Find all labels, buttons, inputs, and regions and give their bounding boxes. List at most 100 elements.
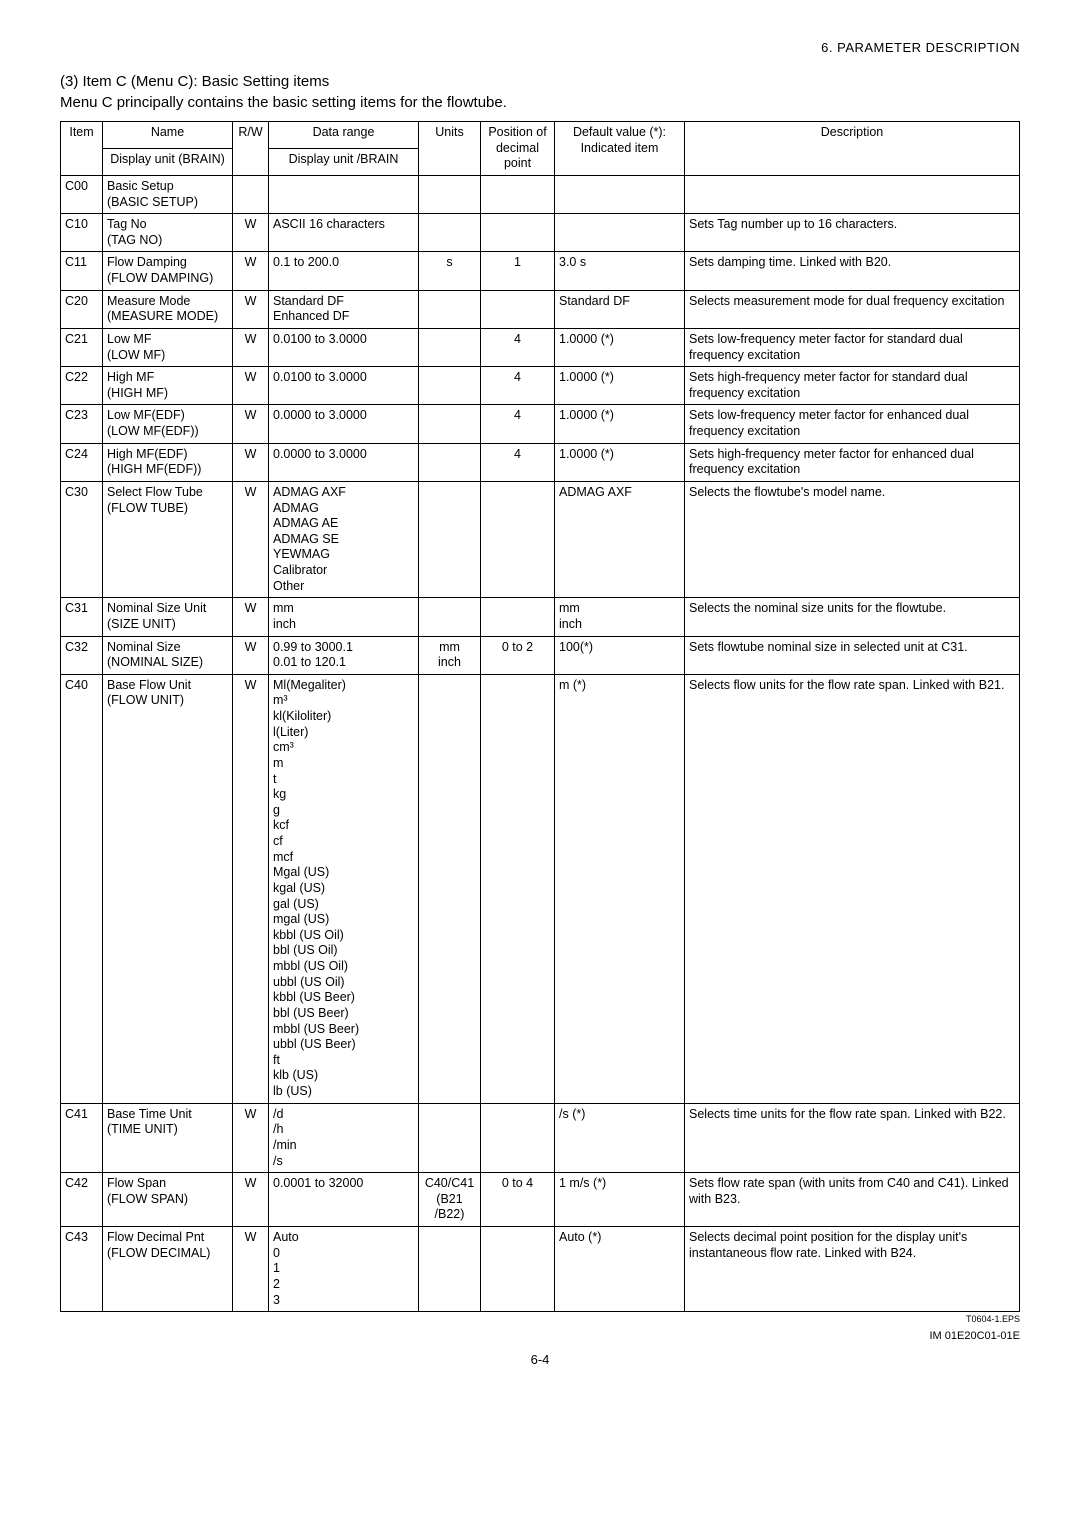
table-cell: 4 [481, 443, 555, 481]
table-cell: Selects flow units for the flow rate spa… [685, 674, 1020, 1103]
table-cell: W [233, 636, 269, 674]
table-cell: High MF (HIGH MF) [103, 367, 233, 405]
table-cell: Sets low-frequency meter factor for stan… [685, 328, 1020, 366]
table-cell: C24 [61, 443, 103, 481]
table-row: C43Flow Decimal Pnt (FLOW DECIMAL)WAuto … [61, 1227, 1020, 1312]
table-cell: Sets flow rate span (with units from C40… [685, 1173, 1020, 1227]
table-cell [419, 674, 481, 1103]
table-cell: Sets Tag number up to 16 characters. [685, 214, 1020, 252]
table-cell: 1 [481, 252, 555, 290]
table-cell: C41 [61, 1103, 103, 1173]
table-cell: 0.0100 to 3.0000 [269, 367, 419, 405]
table-cell: ASCII 16 characters [269, 214, 419, 252]
table-cell: 0.0100 to 3.0000 [269, 328, 419, 366]
table-cell: Flow Decimal Pnt (FLOW DECIMAL) [103, 1227, 233, 1312]
table-cell: 1.0000 (*) [555, 405, 685, 443]
th-desc: Description [685, 122, 1020, 176]
table-cell [419, 328, 481, 366]
table-cell: Sets damping time. Linked with B20. [685, 252, 1020, 290]
table-cell: Basic Setup (BASIC SETUP) [103, 175, 233, 213]
th-units: Units [419, 122, 481, 176]
table-cell [233, 175, 269, 213]
table-cell: mm inch [555, 598, 685, 636]
table-cell [481, 175, 555, 213]
table-cell: C32 [61, 636, 103, 674]
footer-doc-id: IM 01E20C01-01E [540, 1330, 1020, 1342]
table-cell: ADMAG AXF [555, 481, 685, 597]
table-cell: W [233, 252, 269, 290]
table-cell: C00 [61, 175, 103, 213]
table-cell: 3.0 s [555, 252, 685, 290]
table-cell: Auto (*) [555, 1227, 685, 1312]
table-cell: Auto 0 1 2 3 [269, 1227, 419, 1312]
table-cell: W [233, 367, 269, 405]
table-cell: 0 to 2 [481, 636, 555, 674]
table-cell: Sets high-frequency meter factor for enh… [685, 443, 1020, 481]
th-def: Default value (*): Indicated item [555, 122, 685, 176]
table-cell [419, 290, 481, 328]
table-cell: Flow Damping (FLOW DAMPING) [103, 252, 233, 290]
table-row: C32Nominal Size (NOMINAL SIZE)W0.99 to 3… [61, 636, 1020, 674]
table-cell: W [233, 405, 269, 443]
table-cell: 0.0001 to 32000 [269, 1173, 419, 1227]
table-cell: 1.0000 (*) [555, 328, 685, 366]
table-cell [555, 175, 685, 213]
table-cell: Base Time Unit (TIME UNIT) [103, 1103, 233, 1173]
table-cell [419, 405, 481, 443]
table-cell: 100(*) [555, 636, 685, 674]
table-cell: Nominal Size (NOMINAL SIZE) [103, 636, 233, 674]
table-cell: m (*) [555, 674, 685, 1103]
table-cell [555, 214, 685, 252]
table-cell: Select Flow Tube (FLOW TUBE) [103, 481, 233, 597]
table-cell: C10 [61, 214, 103, 252]
table-cell: W [233, 481, 269, 597]
table-cell [419, 598, 481, 636]
table-row: C40Base Flow Unit (FLOW UNIT)WMl(Megalit… [61, 674, 1020, 1103]
table-cell: Selects the flowtube's model name. [685, 481, 1020, 597]
table-cell: W [233, 1103, 269, 1173]
table-row: C23Low MF(EDF) (LOW MF(EDF))W0.0000 to 3… [61, 405, 1020, 443]
th-item: Item [61, 122, 103, 176]
table-cell: 4 [481, 328, 555, 366]
table-row: C30Select Flow Tube (FLOW TUBE)WADMAG AX… [61, 481, 1020, 597]
table-cell: C42 [61, 1173, 103, 1227]
table-cell: s [419, 252, 481, 290]
table-cell: 4 [481, 367, 555, 405]
table-body: C00Basic Setup (BASIC SETUP)C10Tag No (T… [61, 175, 1020, 1311]
table-row: C41Base Time Unit (TIME UNIT)W/d /h /min… [61, 1103, 1020, 1173]
table-cell: ADMAG AXF ADMAG ADMAG AE ADMAG SE YEWMAG… [269, 481, 419, 597]
table-cell: Flow Span (FLOW SPAN) [103, 1173, 233, 1227]
table-cell [419, 481, 481, 597]
table-row: C42Flow Span (FLOW SPAN)W0.0001 to 32000… [61, 1173, 1020, 1227]
table-cell [481, 481, 555, 597]
table-cell [685, 175, 1020, 213]
table-cell [481, 214, 555, 252]
table-cell [269, 175, 419, 213]
table-cell: C40/C41 (B21 /B22) [419, 1173, 481, 1227]
table-cell [419, 1103, 481, 1173]
table-cell: Ml(Megaliter) m³ kl(Kiloliter) l(Liter) … [269, 674, 419, 1103]
table-cell: C20 [61, 290, 103, 328]
table-cell: Sets high-frequency meter factor for sta… [685, 367, 1020, 405]
section-subheading: Menu C principally contains the basic se… [60, 94, 1020, 111]
th-pos: Position of decimal point [481, 122, 555, 176]
th-range-bottom: Display unit /BRAIN [269, 148, 419, 175]
table-row: C20Measure Mode (MEASURE MODE)WStandard … [61, 290, 1020, 328]
table-cell: 0.1 to 200.0 [269, 252, 419, 290]
table-row: C00Basic Setup (BASIC SETUP) [61, 175, 1020, 213]
table-cell: Base Flow Unit (FLOW UNIT) [103, 674, 233, 1103]
table-cell: Tag No (TAG NO) [103, 214, 233, 252]
table-cell: C31 [61, 598, 103, 636]
table-cell: C40 [61, 674, 103, 1103]
table-cell: 0.0000 to 3.0000 [269, 443, 419, 481]
table-cell: /d /h /min /s [269, 1103, 419, 1173]
table-cell: W [233, 214, 269, 252]
table-cell [419, 443, 481, 481]
table-cell [481, 674, 555, 1103]
table-cell: W [233, 290, 269, 328]
th-range-top: Data range [269, 122, 419, 149]
table-cell: 0.99 to 3000.1 0.01 to 120.1 [269, 636, 419, 674]
table-cell: Selects the nominal size units for the f… [685, 598, 1020, 636]
table-cell: 0 to 4 [481, 1173, 555, 1227]
table-cell: Low MF(EDF) (LOW MF(EDF)) [103, 405, 233, 443]
